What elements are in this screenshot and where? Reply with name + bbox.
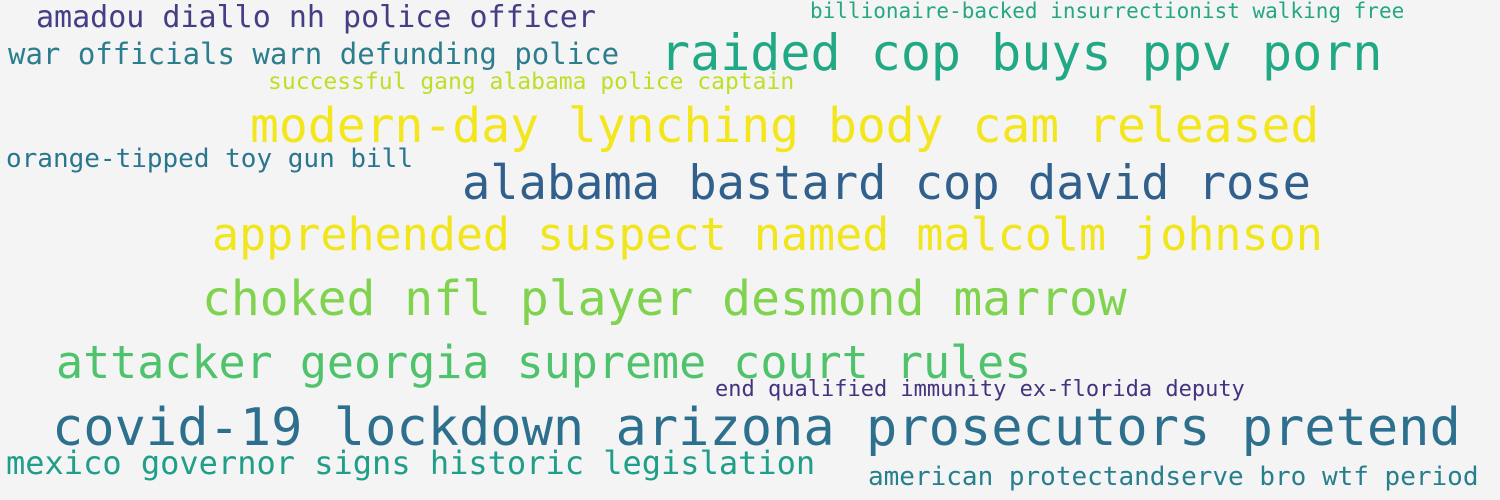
phrase-war: war officials warn defunding police xyxy=(8,37,620,71)
phrase-mexico: mexico governor signs historic legislati… xyxy=(6,444,816,482)
phrase-covid: covid-19 lockdown arizona prosecutors pr… xyxy=(52,398,1461,458)
phrase-apprehended: apprehended suspect named malcolm johnso… xyxy=(212,208,1323,261)
phrase-attacker: attacker georgia supreme court rules xyxy=(56,336,1032,389)
phrase-alabama: alabama bastard cop david rose xyxy=(462,156,1311,211)
phrase-choked: choked nfl player desmond marrow xyxy=(202,271,1127,327)
phrase-end: end qualified immunity ex-florida deputy xyxy=(715,377,1245,402)
phrase-billionaire: billionaire-backed insurrectionist walki… xyxy=(810,0,1405,23)
phrase-successful: successful gang alabama police captain xyxy=(268,69,795,95)
phrase-amadou: amadou diallo nh police officer xyxy=(36,0,596,35)
phrase-raided: raided cop buys ppv porn xyxy=(660,24,1383,82)
phrase-orange: orange-tipped toy gun bill xyxy=(6,144,413,174)
phrase-american: american protectandserve bro wtf period xyxy=(868,462,1479,492)
phrase-modern: modern-day lynching body cam released xyxy=(250,98,1320,154)
